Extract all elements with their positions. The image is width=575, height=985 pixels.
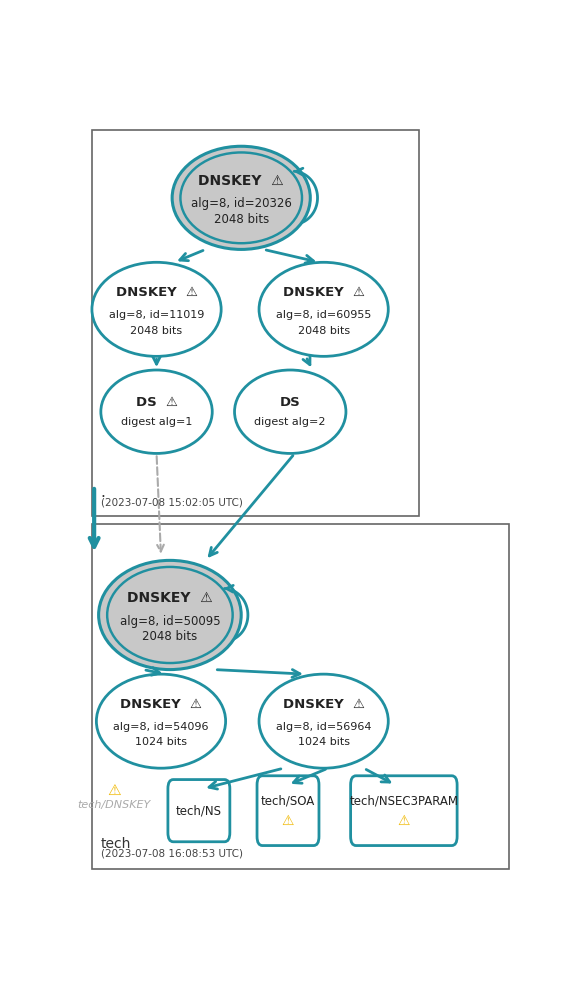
Text: tech/NSEC3PARAM: tech/NSEC3PARAM [350,795,458,808]
Text: ⚠: ⚠ [282,814,294,828]
Text: alg=8, id=11019: alg=8, id=11019 [109,310,204,320]
Text: (2023-07-08 15:02:05 UTC): (2023-07-08 15:02:05 UTC) [101,497,243,508]
Ellipse shape [99,560,242,670]
FancyBboxPatch shape [92,524,509,869]
Ellipse shape [97,674,225,768]
Text: alg=8, id=20326: alg=8, id=20326 [191,197,292,211]
Ellipse shape [107,567,233,663]
FancyBboxPatch shape [92,130,420,516]
Text: 2048 bits: 2048 bits [298,326,350,336]
Text: DNSKEY  ⚠: DNSKEY ⚠ [127,591,213,606]
Text: (2023-07-08 16:08:53 UTC): (2023-07-08 16:08:53 UTC) [101,849,243,859]
Text: alg=8, id=50095: alg=8, id=50095 [120,615,220,627]
Text: 2048 bits: 2048 bits [213,213,269,226]
Text: DNSKEY  ⚠: DNSKEY ⚠ [283,698,365,711]
Text: tech/DNSKEY: tech/DNSKEY [78,801,151,811]
Text: 1024 bits: 1024 bits [135,738,187,748]
Text: ⚠: ⚠ [398,814,410,828]
Ellipse shape [181,153,302,243]
Text: digest alg=1: digest alg=1 [121,418,192,427]
Ellipse shape [259,674,388,768]
Text: alg=8, id=56964: alg=8, id=56964 [276,722,371,732]
Text: digest alg=2: digest alg=2 [255,418,326,427]
Text: DNSKEY  ⚠: DNSKEY ⚠ [198,174,284,188]
Ellipse shape [235,370,346,453]
Text: 1024 bits: 1024 bits [298,738,350,748]
Text: DNSKEY  ⚠: DNSKEY ⚠ [116,287,197,299]
Text: alg=8, id=60955: alg=8, id=60955 [276,310,371,320]
Text: DNSKEY  ⚠: DNSKEY ⚠ [120,698,202,711]
Ellipse shape [101,370,212,453]
FancyBboxPatch shape [168,779,230,842]
Text: ⚠: ⚠ [108,783,121,799]
FancyBboxPatch shape [351,776,457,845]
Text: DS  ⚠: DS ⚠ [136,396,178,409]
Ellipse shape [259,262,388,357]
Text: DS: DS [280,396,301,409]
Text: alg=8, id=54096: alg=8, id=54096 [113,722,209,732]
Text: tech/SOA: tech/SOA [261,795,315,808]
Text: .: . [101,485,106,499]
Text: 2048 bits: 2048 bits [142,629,198,643]
Text: tech: tech [101,837,131,851]
Text: 2048 bits: 2048 bits [131,326,183,336]
Text: tech/NS: tech/NS [176,804,222,818]
Text: DNSKEY  ⚠: DNSKEY ⚠ [283,287,365,299]
Ellipse shape [92,262,221,357]
Ellipse shape [172,146,310,249]
FancyBboxPatch shape [257,776,319,845]
